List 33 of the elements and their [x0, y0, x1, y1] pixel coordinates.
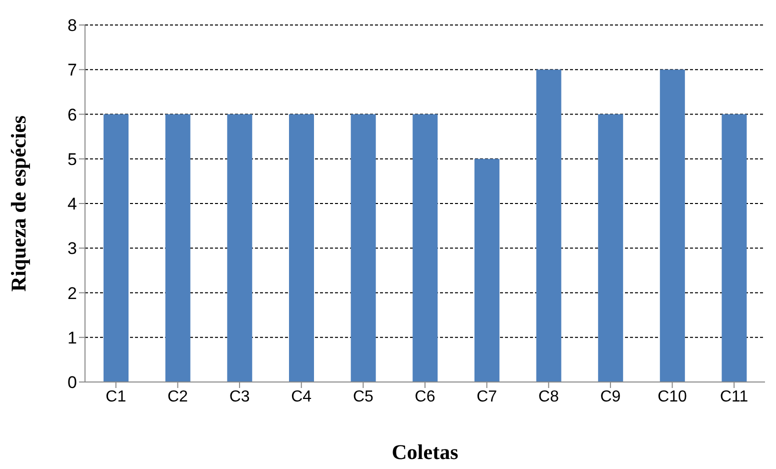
bar	[598, 114, 624, 382]
y-tick-label: 3	[68, 239, 77, 258]
x-tick-label: C6	[414, 388, 436, 406]
y-axis-title: Riqueza de espécies	[6, 115, 30, 292]
x-tick-label: C2	[168, 388, 188, 406]
y-tick-label: 0	[68, 373, 77, 392]
y-tick-label: 7	[68, 60, 77, 80]
bar	[350, 114, 376, 382]
bar	[660, 70, 685, 382]
x-tick-label: C10	[658, 388, 688, 406]
x-axis-title: Coletas	[392, 440, 458, 464]
bar	[165, 114, 190, 382]
x-tick-label: C4	[291, 388, 312, 406]
bar	[722, 114, 747, 382]
x-tick-label: C3	[229, 388, 250, 406]
y-tick-label: 4	[68, 194, 77, 214]
bar	[474, 158, 500, 382]
bar	[104, 114, 129, 382]
x-tick-label: C9	[600, 388, 621, 406]
y-tick-label: 8	[68, 16, 77, 36]
x-tick-label: C7	[476, 388, 498, 406]
bar	[412, 114, 438, 382]
x-tick-label: C5	[352, 388, 374, 406]
bar	[227, 114, 252, 382]
y-tick-label: 1	[68, 328, 77, 348]
x-tick-label: C1	[106, 388, 126, 406]
y-tick-label: 2	[68, 284, 77, 303]
bar	[289, 114, 314, 382]
y-tick-label: 5	[68, 150, 77, 169]
bar	[536, 70, 562, 382]
y-tick-label: 6	[68, 105, 77, 124]
x-tick-label: C11	[720, 388, 748, 406]
x-tick-label: C8	[538, 388, 559, 406]
